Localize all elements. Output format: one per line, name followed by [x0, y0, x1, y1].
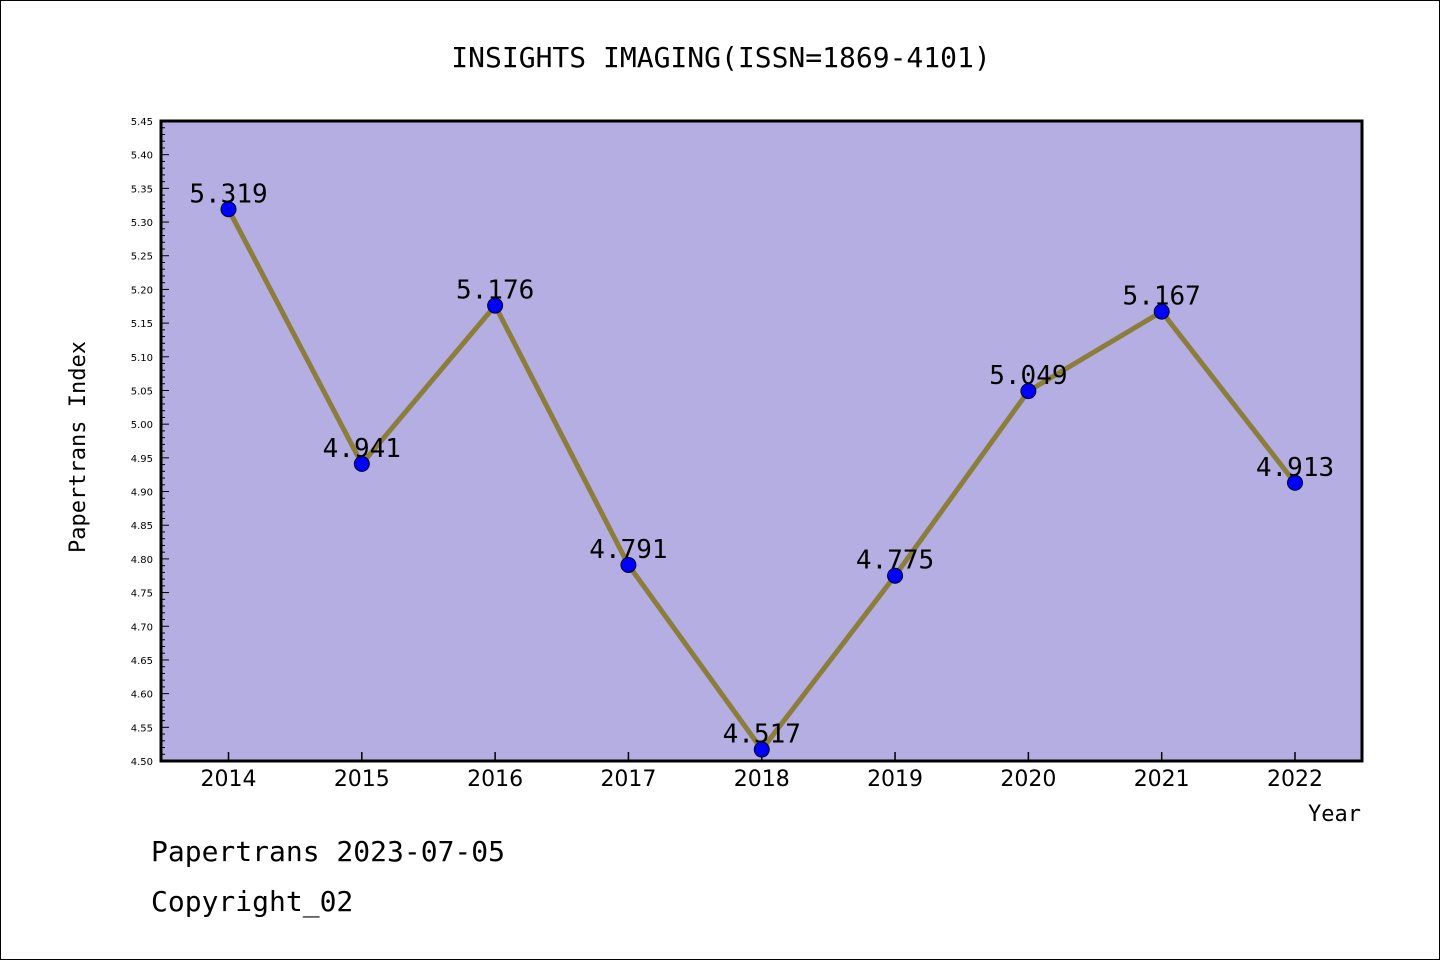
- data-point: [887, 567, 904, 584]
- data-label: 4.941: [323, 434, 401, 464]
- y-tick-label: 5.00: [131, 420, 153, 431]
- y-tick-label: 4.80: [131, 555, 153, 566]
- y-axis: 4.50 4.55 4.60 4.65 4.70 4.75 4.80 4.85 4.90 4.95…: [131, 117, 169, 768]
- x-tick-label: 2016: [467, 767, 523, 792]
- y-tick-label: 4.85: [131, 521, 153, 532]
- y-tick-label: 5.20: [131, 285, 153, 296]
- data-label: 4.517: [723, 720, 801, 750]
- x-tick-label: 2014: [201, 767, 257, 792]
- data-label: 5.319: [189, 179, 267, 209]
- data-point: [220, 201, 237, 218]
- y-tick-label: 4.70: [131, 622, 153, 633]
- y-tick-label: 4.55: [131, 723, 153, 734]
- x-tick-label: 2022: [1267, 767, 1323, 792]
- data-point: [1153, 303, 1170, 320]
- data-point: [620, 556, 637, 573]
- data-label: 5.167: [1123, 282, 1201, 312]
- y-tick-label: 4.75: [131, 589, 153, 600]
- chart-title: INSIGHTS IMAGING(ISSN=1869-4101): [451, 41, 990, 74]
- footer-copyright: Copyright_02: [151, 885, 354, 918]
- x-axis-label: Year: [1308, 802, 1361, 827]
- data-label: 4.913: [1256, 453, 1334, 483]
- y-tick-label: 5.40: [131, 151, 153, 162]
- y-tick-label: 4.65: [131, 656, 153, 667]
- y-tick-label: 5.05: [131, 386, 153, 397]
- data-point: [753, 741, 770, 758]
- data-label: 5.049: [989, 361, 1067, 391]
- y-tick-label: 5.30: [131, 218, 153, 229]
- y-tick-label: 5.25: [131, 252, 153, 263]
- data-label: 5.176: [456, 276, 534, 306]
- y-tick-label: 5.45: [131, 117, 153, 128]
- data-label: 4.775: [856, 546, 934, 576]
- y-tick-label: 5.15: [131, 319, 153, 330]
- x-tick-label: 2018: [734, 767, 790, 792]
- y-tick-label: 4.60: [131, 690, 153, 701]
- data-labels: 5.319 4.941 5.176 4.791 4.517 4.775 5.049 5.167…: [189, 179, 1334, 749]
- x-tick-label: 2020: [1000, 767, 1056, 792]
- data-label: 4.791: [589, 535, 667, 565]
- plot-area: [161, 121, 1362, 761]
- y-tick-label: 5.35: [131, 184, 153, 195]
- x-tick-label: 2017: [600, 767, 656, 792]
- x-tick-label: 2015: [334, 767, 390, 792]
- y-axis-label: Papertrans Index: [66, 341, 91, 553]
- data-series: [220, 201, 1303, 758]
- y-tick-label: 4.90: [131, 488, 153, 499]
- y-tick-label: 4.95: [131, 454, 153, 465]
- y-tick-label: 5.10: [131, 353, 153, 364]
- plot-frame: [159, 119, 1364, 763]
- data-point: [1287, 474, 1303, 491]
- footer-date: Papertrans 2023-07-05: [151, 835, 506, 868]
- y-tick-label: 4.50: [131, 757, 153, 768]
- data-point: [353, 455, 370, 472]
- x-tick-label: 2019: [867, 767, 923, 792]
- data-point: [487, 297, 504, 314]
- data-point: [1020, 383, 1037, 400]
- x-tick-label: 2021: [1134, 767, 1190, 792]
